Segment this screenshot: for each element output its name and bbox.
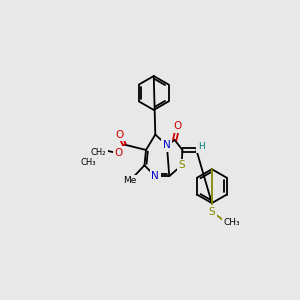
Text: Me: Me bbox=[123, 176, 136, 185]
Text: O: O bbox=[116, 130, 124, 140]
Text: S: S bbox=[208, 207, 215, 217]
Text: N: N bbox=[163, 140, 171, 150]
Text: CH₂: CH₂ bbox=[91, 148, 106, 157]
Text: O: O bbox=[115, 148, 123, 158]
Text: O: O bbox=[174, 121, 182, 131]
Text: CH₃: CH₃ bbox=[224, 218, 240, 227]
Text: H: H bbox=[198, 142, 204, 152]
Text: CH₃: CH₃ bbox=[80, 158, 96, 167]
Text: N: N bbox=[152, 171, 159, 181]
Text: S: S bbox=[178, 160, 185, 170]
